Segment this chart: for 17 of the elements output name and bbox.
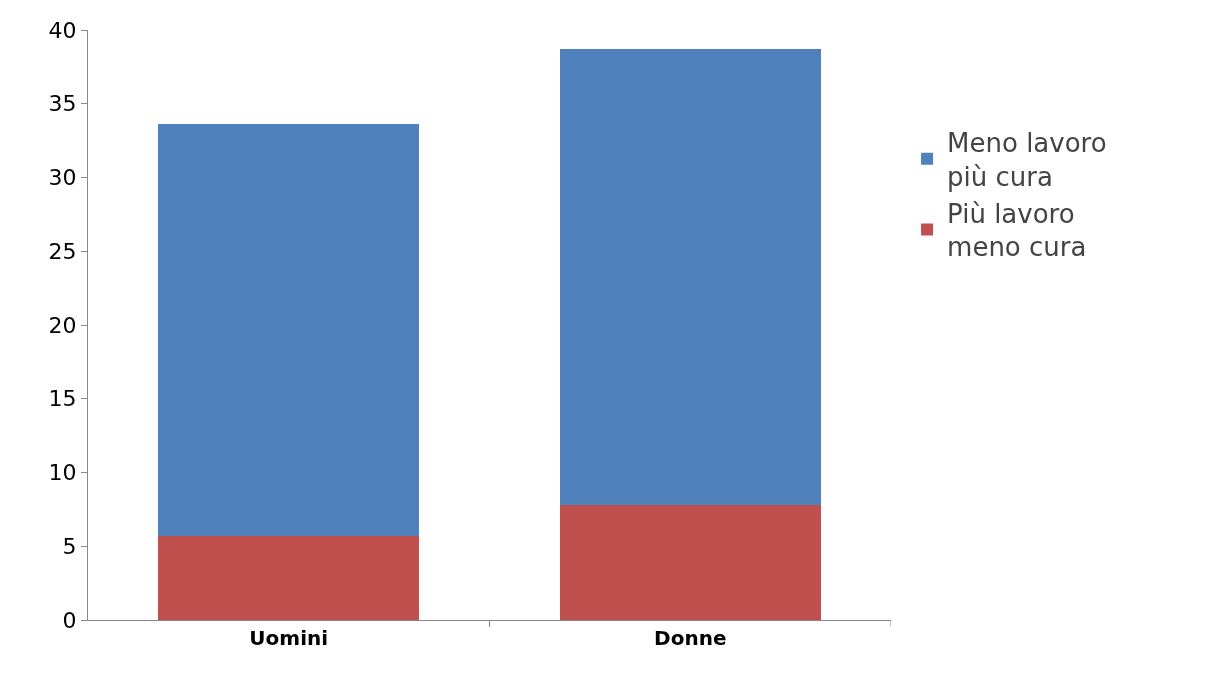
y-tick-label: 40: [48, 17, 77, 43]
y-tick-label: 10: [48, 460, 77, 486]
bar: [559, 49, 821, 505]
legend-label: Meno lavoro più cura: [947, 128, 1107, 192]
x-tick-label: Uomini: [249, 626, 329, 650]
y-tick-label: 35: [48, 91, 77, 117]
y-tick-label: 15: [48, 386, 77, 412]
bar: [559, 504, 821, 620]
y-tick-label: 5: [62, 533, 77, 559]
bar: [158, 124, 420, 536]
y-tick-label: 30: [48, 165, 77, 191]
legend-label: Più lavoro meno cura: [947, 198, 1087, 263]
y-tick-label: 20: [48, 312, 77, 338]
y-tick-label: 0: [62, 607, 77, 633]
x-tick-label: Donne: [654, 626, 727, 650]
y-tick-label: 25: [48, 238, 77, 264]
bar: [158, 535, 420, 620]
